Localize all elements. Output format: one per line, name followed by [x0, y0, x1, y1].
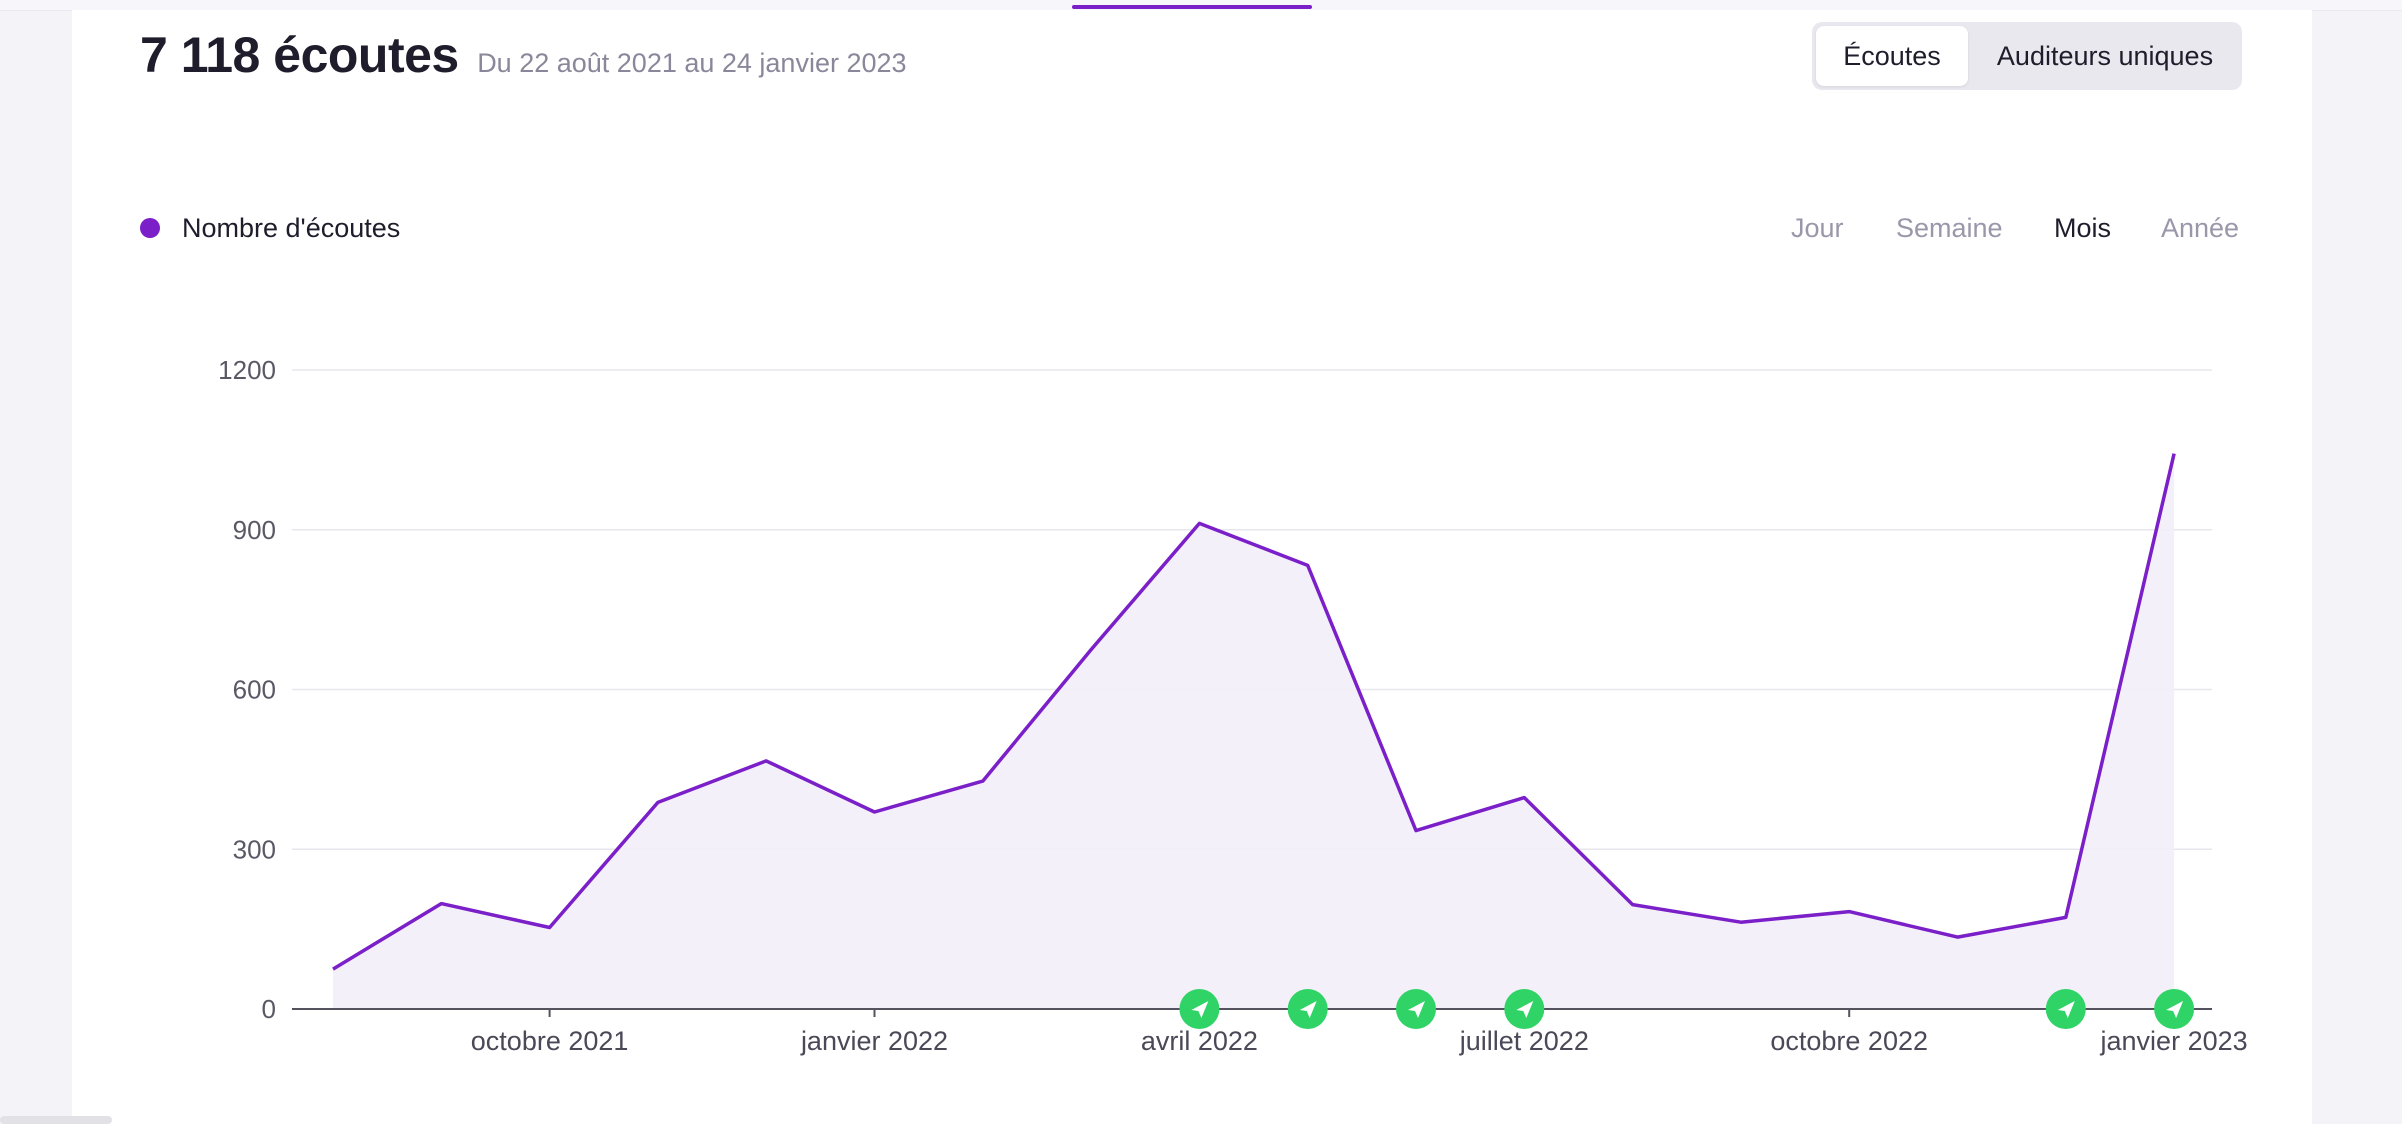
x-tick-label: janvier 2023: [2100, 1026, 2248, 1056]
x-tick-label: octobre 2022: [1770, 1026, 1928, 1056]
legend-dot: [140, 218, 160, 238]
chart-x-axis: octobre 2021 janvier 2022 avril 2022 juille…: [292, 1008, 2248, 1056]
toggle-listens-button[interactable]: Écoutes: [1816, 26, 1968, 86]
paper-plane-icon: [1191, 1001, 1209, 1018]
period-day-button[interactable]: Jour: [1791, 213, 1844, 243]
y-tick-label: 300: [233, 834, 276, 864]
paper-plane-icon: [1299, 1001, 1317, 1018]
x-tick-label: avril 2022: [1141, 1026, 1258, 1056]
series-area-fill: [333, 453, 2175, 1010]
paper-plane-icon: [1408, 1001, 1425, 1018]
date-range: Du 22 août 2021 au 24 janvier 2023: [477, 48, 907, 78]
x-tick-label: janvier 2022: [800, 1026, 948, 1056]
headline: 7 118 écoutes Du 22 août 2021 au 24 janv…: [140, 26, 907, 84]
paper-plane-icon: [1516, 1001, 1534, 1018]
y-tick-label: 0: [262, 994, 276, 1024]
paper-plane-icon: [2166, 1001, 2184, 1018]
chart-area: [332, 453, 2176, 1010]
episode-marker[interactable]: [1504, 989, 1545, 1029]
paper-plane-icon: [2057, 1001, 2075, 1018]
period-week-button[interactable]: Semaine: [1896, 213, 2003, 243]
y-tick-label: 600: [233, 675, 276, 705]
legend-label: Nombre d'écoutes: [182, 213, 401, 243]
episode-markers: [1179, 989, 2195, 1029]
x-tick-label: juillet 2022: [1459, 1026, 1589, 1056]
series-line: [332, 453, 2176, 971]
episode-marker[interactable]: [2154, 989, 2195, 1029]
metric-toggle: Écoutes Auditeurs uniques: [1812, 22, 2242, 90]
episode-marker[interactable]: [2045, 989, 2086, 1029]
x-tick-label: octobre 2021: [471, 1026, 629, 1056]
episode-marker[interactable]: [1396, 989, 1436, 1029]
period-month-button[interactable]: Mois: [2054, 213, 2112, 243]
y-tick-label: 900: [233, 515, 276, 545]
horizontal-scrollbar[interactable]: [0, 1116, 112, 1124]
period-year-button[interactable]: Année: [2161, 213, 2240, 243]
active-tab-indicator: [1072, 5, 1312, 9]
total-listens: 7 118 écoutes: [140, 27, 459, 83]
episode-marker[interactable]: [1179, 989, 1220, 1029]
y-tick-label: 1200: [218, 355, 276, 385]
toggle-unique-listeners-button[interactable]: Auditeurs uniques: [1996, 41, 2214, 71]
episode-marker[interactable]: [1287, 989, 1328, 1029]
